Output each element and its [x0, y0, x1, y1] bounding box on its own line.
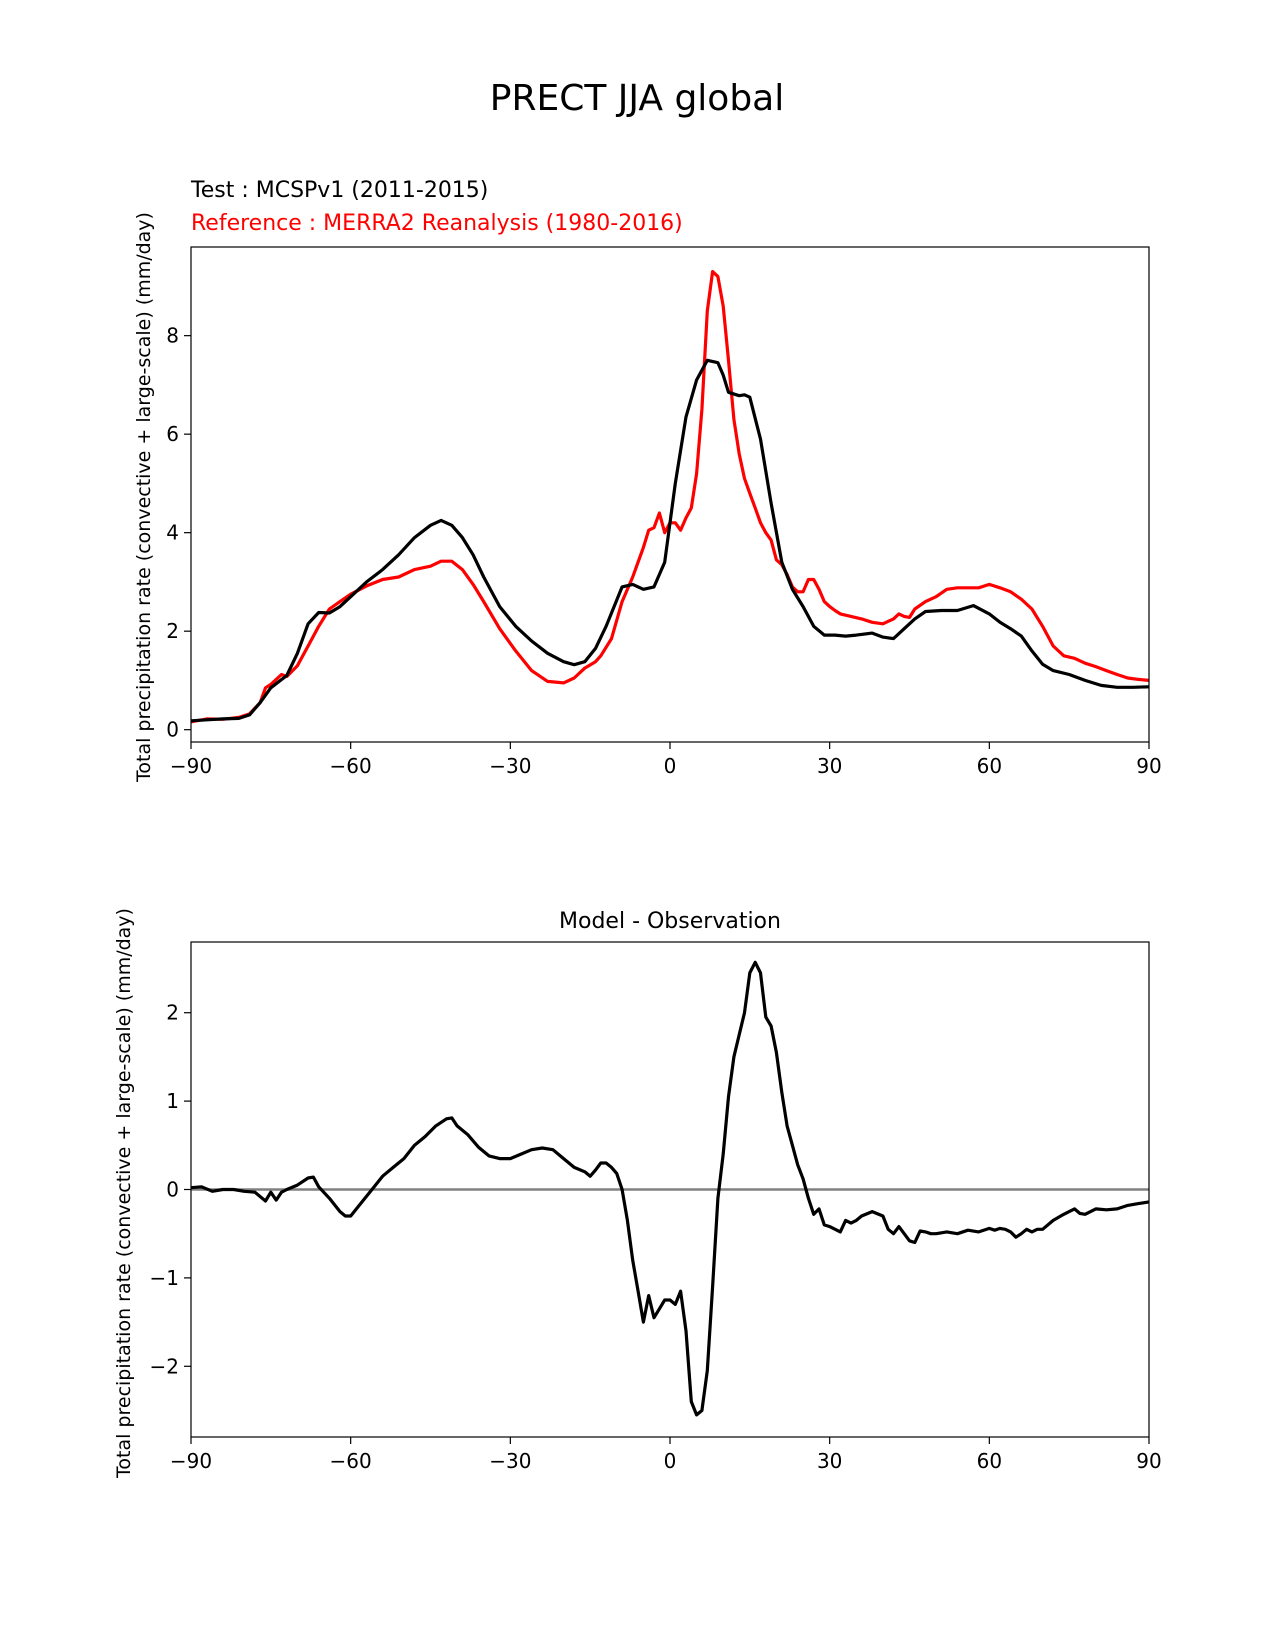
difference-title: Model - Observation	[559, 909, 781, 934]
plot-frame-bottom	[190, 941, 1150, 1438]
figure-title: PRECT JJA global	[490, 78, 785, 119]
panel-top: Test : MCSPv1 (2011-2015) Reference : ME…	[133, 178, 1162, 783]
plot-frame-top	[190, 246, 1150, 743]
x-tick-label-bottom: 0	[664, 1449, 677, 1473]
x-tick-label-top: 90	[1136, 754, 1161, 778]
reference-label: Reference : MERRA2 Reanalysis (1980-2016…	[191, 211, 683, 236]
y-axis-label-bottom: Total precipitation rate (convective + l…	[113, 908, 135, 1479]
y-tick-label-bottom: −1	[150, 1266, 179, 1290]
y-tick-label-top: 0	[166, 718, 179, 742]
panel-bottom: Model - Observation Total precipitation …	[113, 908, 1162, 1479]
x-tick-label-bottom: −90	[170, 1449, 212, 1473]
y-tick-label-top: 4	[166, 521, 179, 545]
x-tick-label-bottom: 60	[977, 1449, 1002, 1473]
x-tick-label-top: 30	[817, 754, 842, 778]
x-tick-label-bottom: −30	[489, 1449, 531, 1473]
y-tick-label-bottom: 1	[166, 1089, 179, 1113]
reference-series-line	[190, 270, 1150, 724]
ticks-top: −90 −60 −30 0 30 60 90 0 2 4 6 8	[166, 324, 1161, 778]
y-tick-label-top: 8	[166, 324, 179, 348]
difference-series-line	[190, 960, 1150, 1417]
x-tick-label-top: 60	[977, 754, 1002, 778]
y-axis-label-top: Total precipitation rate (convective + l…	[133, 212, 155, 783]
y-tick-label-top: 2	[166, 619, 179, 643]
y-tick-label-bottom: −2	[150, 1354, 179, 1378]
lines-bottom	[190, 960, 1150, 1417]
x-tick-label-top: −60	[330, 754, 372, 778]
lines-top	[190, 270, 1150, 724]
test-label: Test : MCSPv1 (2011-2015)	[190, 178, 488, 203]
x-tick-label-top: 0	[664, 754, 677, 778]
x-tick-label-bottom: −60	[330, 1449, 372, 1473]
x-tick-label-top: −30	[489, 754, 531, 778]
y-tick-label-top: 6	[166, 422, 179, 446]
x-tick-label-top: −90	[170, 754, 212, 778]
y-tick-label-bottom: 0	[166, 1178, 179, 1202]
ticks-bottom: −90 −60 −30 0 30 60 90 −2 −1 0 1 2	[150, 1001, 1162, 1473]
test-series-line	[190, 358, 1150, 723]
x-tick-label-bottom: 30	[817, 1449, 842, 1473]
y-tick-label-bottom: 2	[166, 1001, 179, 1025]
x-tick-label-bottom: 90	[1136, 1449, 1161, 1473]
